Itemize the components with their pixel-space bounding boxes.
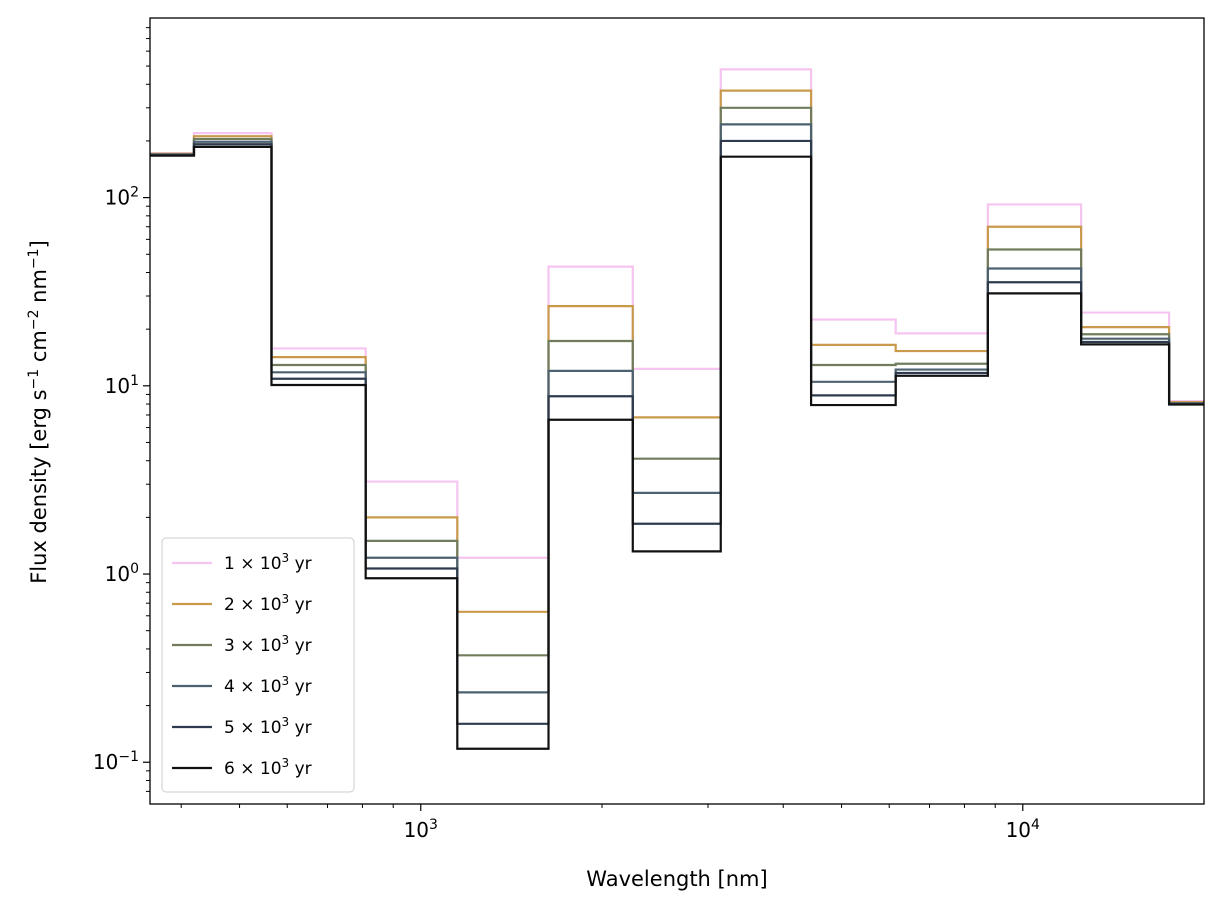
- x-tick-label: 103: [404, 817, 438, 842]
- legend-label-4: 4 × 103 yr: [224, 674, 312, 697]
- y-tick-label: 102: [105, 185, 139, 210]
- series-line-2: [150, 89, 1204, 613]
- plot-frame: [149, 17, 1205, 805]
- y-tick-label: 10−1: [93, 749, 139, 774]
- legend-label-5: 5 × 103 yr: [224, 715, 312, 738]
- legend-label-1: 1 × 103 yr: [224, 551, 312, 574]
- legend: 1 × 103 yr 2 × 103 yr 3 × 103 yr 4 × 103 yr…: [161, 537, 355, 793]
- y-tick-label: 100: [105, 561, 139, 586]
- series-line-5: [150, 139, 1204, 725]
- y-axis-label: Flux density [erg s−1 cm−2 nm−1]: [26, 240, 51, 584]
- ticks-layer: 103 104 10−1 100 101 102: [93, 27, 1040, 842]
- y-tick-label: 101: [105, 373, 139, 398]
- x-axis-label: Wavelength [nm]: [586, 867, 767, 891]
- legend-box: [161, 537, 355, 793]
- series-line-3: [150, 106, 1204, 657]
- series-line-4: [150, 123, 1204, 694]
- legend-label-6: 6 × 103 yr: [224, 756, 312, 779]
- series-line-1: [150, 68, 1204, 559]
- series-line-6: [150, 145, 1204, 750]
- x-tick-label: 104: [1006, 817, 1040, 842]
- series-layer: [150, 68, 1204, 750]
- legend-label-2: 2 × 103 yr: [224, 592, 312, 615]
- legend-label-3: 3 × 103 yr: [224, 633, 312, 656]
